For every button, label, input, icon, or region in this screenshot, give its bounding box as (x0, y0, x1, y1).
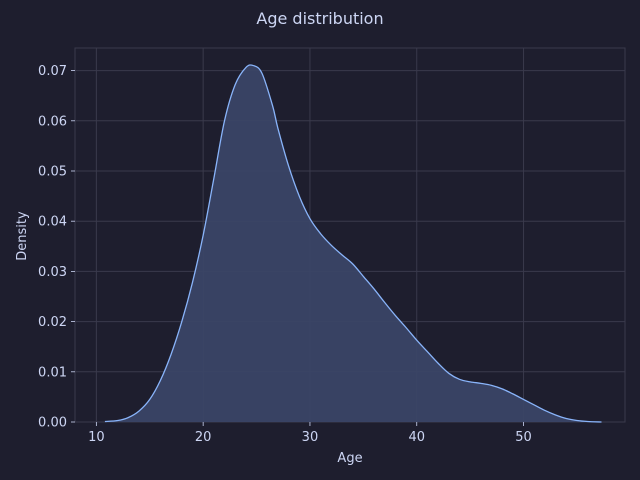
y-tick-label: 0.01 (38, 365, 67, 380)
x-tick-label: 20 (195, 430, 212, 445)
y-tick-label: 0.04 (38, 215, 67, 230)
x-tick-label: 10 (88, 430, 105, 445)
density-area-fill (104, 64, 602, 422)
x-tick-label: 30 (302, 430, 319, 445)
x-tick-label: 50 (515, 430, 532, 445)
x-axis-ticks: 10 20 30 40 50 (88, 422, 532, 445)
chart-title: Age distribution (256, 9, 383, 28)
y-tick-label: 0.03 (38, 265, 67, 280)
y-axis-label: Density (15, 211, 30, 261)
y-tick-label: 0.02 (38, 315, 67, 330)
x-axis-label: Age (337, 451, 362, 466)
density-curve (104, 64, 602, 423)
x-tick-label: 40 (408, 430, 425, 445)
y-tick-label: 0.06 (38, 114, 67, 129)
y-tick-label: 0.05 (38, 164, 67, 179)
y-axis-ticks: 0.00 0.01 0.02 0.03 0.04 0.05 0.06 0.07 (38, 64, 75, 431)
y-tick-label: 0.00 (38, 416, 67, 431)
y-tick-label: 0.07 (38, 64, 67, 79)
